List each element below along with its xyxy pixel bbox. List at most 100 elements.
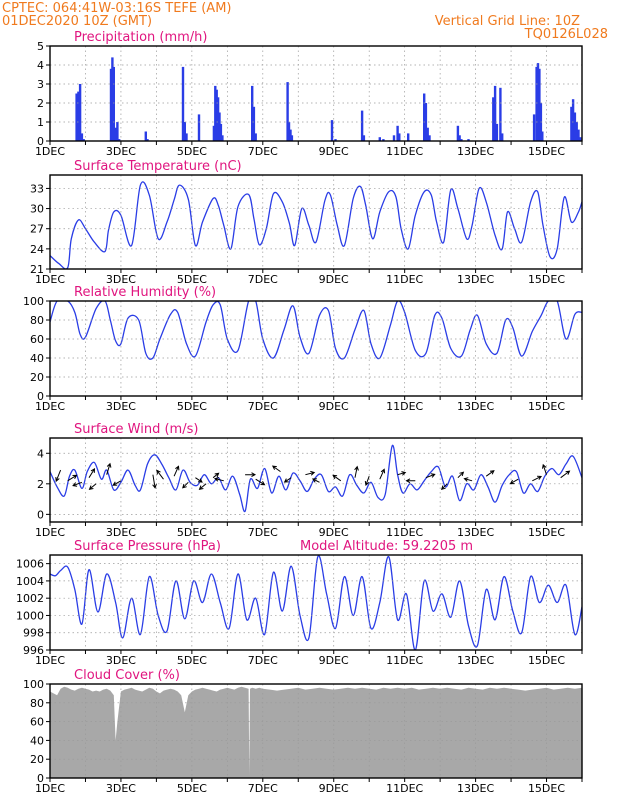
wind-xtick-label: 7DEC [248, 526, 278, 539]
wind-vector-27 [425, 473, 436, 479]
precip-bar-22 [219, 123, 223, 141]
wind-vector-19 [305, 470, 316, 476]
wind-vector-29 [457, 471, 465, 479]
temp-xtick-label: 13DEC [457, 273, 494, 286]
wind-vector-4 [88, 483, 97, 490]
wind-vector-1 [67, 474, 78, 482]
precip-bar-0 [75, 93, 78, 141]
wind-vector-6 [112, 480, 122, 486]
precip-bar-33 [360, 110, 364, 141]
rh-ytick-label: 20 [30, 371, 44, 384]
cloud-xtick-label: 7DEC [248, 782, 278, 795]
precip-bar-3 [80, 133, 84, 141]
wind-vector-20 [311, 478, 320, 483]
precip-bar-65 [579, 137, 582, 141]
wind-vector-33 [532, 475, 543, 482]
wind-vector-16 [255, 478, 266, 486]
precip-bar-7 [112, 66, 115, 141]
rh-ytick-label: 40 [30, 352, 44, 365]
precip-bar-30 [290, 135, 294, 141]
temp-xtick-label: 1DEC [35, 273, 65, 286]
press-ytick-label: 1004 [16, 575, 44, 588]
rh-xtick-label: 11DEC [386, 400, 423, 413]
precip-bar-11 [144, 131, 147, 141]
rh-ytick-label: 0 [37, 390, 44, 403]
precip-bar-28 [287, 122, 291, 141]
precip-bar-23 [221, 135, 224, 141]
rh-xtick-label: 15DEC [528, 400, 565, 413]
wind-vector-28 [440, 483, 448, 491]
precip-bar-1 [77, 91, 80, 141]
press-series-line [50, 555, 582, 650]
press-title: Surface Pressure (hPa) [74, 539, 221, 554]
precip-bar-32 [334, 139, 337, 141]
press-ytick-label: 998 [23, 627, 44, 640]
precip-bar-16 [197, 114, 201, 141]
cloud-xtick-label: 1DEC [35, 782, 65, 795]
precip-bar-21 [218, 112, 221, 141]
precip-bar-4 [82, 139, 85, 141]
cloud-area [50, 686, 582, 778]
temp-frame [49, 174, 583, 270]
precip-bar-18 [214, 85, 217, 141]
precip-bar-48 [467, 139, 470, 141]
rh-xtick-label: 3DEC [106, 400, 136, 413]
panel-precip: 0 1 2 3 4 5 1DEC 3DEC 5DEC 7DEC 9DEC 11DEC 13DEC 15DE… [35, 30, 583, 158]
precip-bar-6 [111, 57, 114, 141]
wind-vector-17 [271, 465, 281, 473]
precip-bar-5 [109, 68, 113, 141]
panel-wind: 0 2 4 1DEC 3DEC 5DEC 7DEC 9DEC 11DEC 13DEC 15DEC Su… [35, 422, 583, 539]
wind-vector-2 [72, 481, 83, 487]
temp-xtick-label: 15DEC [528, 273, 565, 286]
press-xtick-label: 7DEC [248, 654, 278, 667]
precip-bar-15 [185, 133, 188, 141]
temp-xtick-label: 3DEC [106, 273, 136, 286]
wind-vector-32 [509, 478, 519, 485]
code-label: TQ0126L028 [524, 27, 608, 42]
wind-vector-13 [212, 472, 220, 479]
precip-bar-41 [423, 93, 426, 141]
precip-bar-43 [426, 127, 429, 141]
precip-ytick-label: 5 [37, 40, 44, 53]
precip-bar-49 [492, 97, 495, 141]
temp-xtick-label: 11DEC [386, 273, 423, 286]
precip-bar-63 [575, 122, 578, 141]
rh-ytick-label: 100 [23, 295, 44, 308]
wind-xtick-label: 5DEC [177, 526, 207, 539]
wind-vector-21 [332, 474, 342, 482]
wind-vector-0 [55, 469, 62, 483]
temp-series-line [50, 181, 582, 269]
wind-xtick-label: 13DEC [457, 526, 494, 539]
rh-xtick-label: 1DEC [35, 400, 65, 413]
wind-vector-34 [542, 463, 547, 475]
rh-series-line [50, 301, 582, 360]
wind-vector-23 [364, 476, 370, 486]
cloud-ytick-label: 20 [30, 753, 44, 766]
wind-title: Surface Wind (m/s) [74, 422, 198, 437]
precip-bar-50 [493, 85, 497, 141]
press-ytick-label: 1006 [16, 558, 44, 571]
rh-ytick-label: 80 [30, 314, 44, 327]
precip-xtick-label: 7DEC [248, 145, 278, 158]
cloud-grid [50, 684, 582, 778]
wind-vector-26 [405, 478, 416, 484]
temp-ytick-label: 24 [30, 243, 44, 256]
cloud-xtick-label: 11DEC [386, 782, 423, 795]
precip-bar-61 [571, 99, 575, 141]
precip-ytick-label: 4 [37, 59, 44, 72]
press-xtick-label: 13DEC [457, 654, 494, 667]
rh-ytick-label: 60 [30, 333, 44, 346]
precip-bar-40 [407, 133, 410, 141]
wind-grid [50, 438, 582, 522]
grid-note-label: Vertical Grid Line: 10Z [435, 14, 580, 29]
rh-plot [50, 301, 582, 360]
wind-vector-30 [463, 477, 473, 482]
cloud-xtick-label: 13DEC [457, 782, 494, 795]
panel-rh: 0 20 40 60 80 100 1DEC 3DEC 5DEC 7DEC 9DEC 11DEC 13D… [23, 285, 583, 413]
precip-xtick-label: 5DEC [177, 145, 207, 158]
wind-vector-3 [88, 468, 96, 478]
rh-xtick-label: 5DEC [177, 400, 207, 413]
temp-ytick-label: 21 [30, 263, 44, 276]
wind-vector-8 [156, 469, 164, 480]
temp-title: Surface Temperature (nC) [74, 159, 242, 174]
